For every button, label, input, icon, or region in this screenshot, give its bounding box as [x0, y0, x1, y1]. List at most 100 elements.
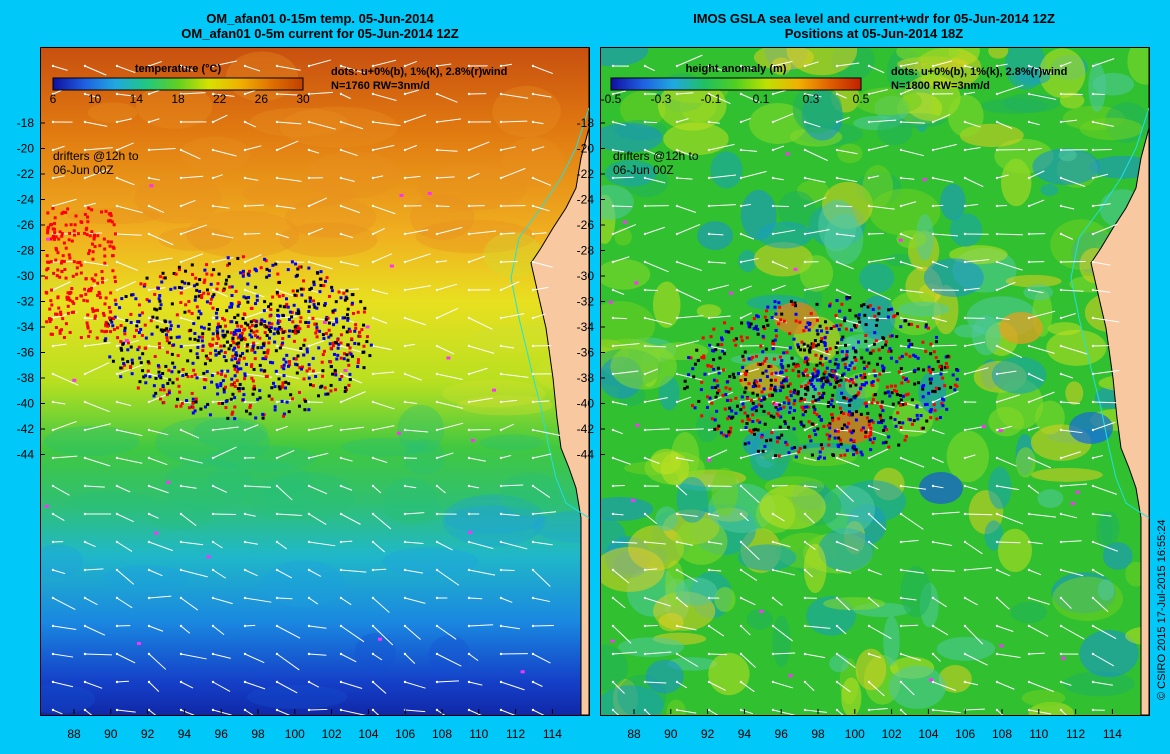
drifter-dot [344, 295, 348, 299]
current-arrow [676, 340, 700, 347]
drifter-dot [238, 333, 242, 337]
current-arrow-origin [435, 64, 439, 68]
current-arrow-origin [1059, 708, 1063, 712]
current-arrow-origin [499, 316, 503, 320]
marker-dot [998, 429, 1003, 433]
marker-dot [154, 531, 159, 535]
current-arrow [500, 423, 514, 431]
drifter-dot [138, 356, 142, 360]
drifter-dot [144, 381, 148, 385]
drifter-dot [66, 207, 70, 211]
drifter-dot [683, 387, 687, 391]
drifter-dot [311, 369, 315, 373]
current-arrow-origin [963, 316, 967, 320]
drifter-dot [118, 306, 122, 310]
current-arrow [708, 391, 734, 403]
drifter-dot [848, 308, 852, 312]
current-arrow-origin [867, 204, 871, 208]
current-arrow-origin [1091, 540, 1095, 544]
drifter-dot [72, 301, 76, 305]
current-arrow [148, 429, 169, 436]
drifter-dot [823, 336, 827, 340]
current-arrow [468, 624, 494, 627]
current-arrow-origin [995, 316, 999, 320]
drifter-dot [195, 305, 199, 309]
drifter-dot [929, 342, 933, 346]
drifter-dot [251, 345, 255, 349]
marker-dot [635, 423, 640, 427]
current-arrow [276, 485, 293, 501]
drifter-dot [744, 426, 748, 430]
current-arrow-origin [275, 456, 279, 460]
drifter-dot [805, 360, 809, 364]
drifter-dot [57, 306, 61, 310]
drifter-dot [92, 279, 96, 283]
drifter-dot [183, 310, 187, 314]
left-map-panel[interactable]: temperature (°C) 6 10 14 18 22 26 30 dots: u+0%(… [40, 47, 590, 716]
current-arrow-origin [931, 484, 935, 488]
drifter-dot [282, 412, 286, 416]
current-arrow-origin [115, 624, 119, 628]
drifter-dot [812, 405, 816, 409]
current-arrow-origin [899, 204, 903, 208]
current-arrow-origin [275, 204, 279, 208]
current-arrow [244, 145, 262, 151]
drifter-dot [792, 337, 796, 341]
current-arrow [532, 511, 557, 515]
drifter-dot [100, 210, 104, 214]
drifter-dot [788, 346, 792, 350]
drifter-dot [66, 311, 70, 315]
drifter-dot [248, 403, 252, 407]
current-arrow-origin [211, 148, 215, 152]
drifter-dot [342, 357, 346, 361]
drifter-dot [854, 324, 858, 328]
lon-tick-label-right: 108 [992, 727, 1012, 741]
drifter-dot [937, 387, 941, 391]
drifter-dot [783, 377, 787, 381]
current-arrow [372, 253, 392, 263]
drifter-dot [806, 321, 810, 325]
current-arrow [868, 485, 880, 491]
drifter-dot [877, 306, 881, 310]
drifter-dot [208, 342, 212, 346]
current-arrow [372, 425, 395, 431]
drifter-dot [113, 280, 117, 284]
drifter-dot [233, 396, 237, 400]
drifter-dot [763, 315, 767, 319]
legend-line2: N=1800 RW=3nm/d [891, 80, 990, 92]
current-arrow [612, 256, 630, 263]
current-arrow [676, 396, 692, 403]
current-arrow [244, 513, 256, 517]
drifter-dot [288, 363, 292, 367]
drifter-dot [797, 450, 801, 454]
drifter-dot [342, 325, 346, 329]
current-arrow [676, 373, 703, 381]
drifter-dot [158, 346, 162, 350]
drifter-dot [797, 364, 801, 368]
drifter-dot [227, 262, 231, 266]
current-arrow [404, 114, 427, 123]
current-arrow [276, 205, 296, 209]
current-arrow-origin [435, 540, 439, 544]
current-arrow [372, 681, 387, 694]
drifter-dot [187, 299, 191, 303]
current-arrow-origin [835, 596, 839, 600]
drifter-dot [828, 434, 832, 438]
drifter-dot [237, 341, 241, 345]
drifter-dot [850, 431, 854, 435]
drifter-dot [772, 415, 776, 419]
current-arrow-origin [275, 372, 279, 376]
right-map-panel[interactable]: height anomaly (m) -0.5 -0.3 -0.1 0.1 0.3 0.5 d… [600, 47, 1150, 716]
drifter-dot [847, 413, 851, 417]
current-arrow [772, 681, 793, 689]
current-arrow-origin [275, 344, 279, 348]
current-arrow-origin [435, 176, 439, 180]
drifter-dot [820, 394, 824, 398]
drifter-dot [143, 323, 147, 327]
current-arrow [532, 709, 545, 715]
current-arrow [772, 229, 796, 235]
current-arrow-origin [83, 540, 87, 544]
drifter-dot [745, 336, 749, 340]
drifter-dot [176, 324, 180, 328]
drifter-note-line1: drifters @12h to [613, 149, 699, 163]
